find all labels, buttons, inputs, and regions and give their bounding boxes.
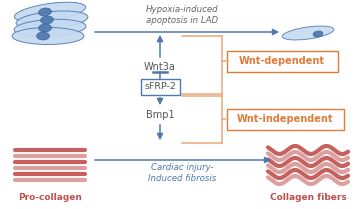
Ellipse shape [12,28,84,45]
Text: Wnt-independent: Wnt-independent [237,114,333,124]
Ellipse shape [39,24,52,32]
Ellipse shape [282,26,334,40]
Text: Pro-collagen: Pro-collagen [18,193,82,202]
Text: Cardiac injury-
Induced fibrosis: Cardiac injury- Induced fibrosis [148,163,216,183]
Ellipse shape [40,16,53,24]
Text: Collagen fibers: Collagen fibers [270,193,347,202]
Ellipse shape [14,19,86,37]
Text: Wnt-dependent: Wnt-dependent [239,56,325,66]
FancyBboxPatch shape [227,108,343,130]
Ellipse shape [39,8,52,16]
FancyBboxPatch shape [227,51,338,71]
Text: Wnt3a: Wnt3a [144,62,176,72]
Text: Bmp1: Bmp1 [146,110,174,120]
Text: sFRP-2: sFRP-2 [144,82,176,91]
Text: Hypoxia-induced
apoptosis in LAD: Hypoxia-induced apoptosis in LAD [146,5,218,25]
Ellipse shape [16,11,88,29]
Ellipse shape [14,2,86,22]
Ellipse shape [37,32,49,40]
FancyBboxPatch shape [140,79,179,94]
Ellipse shape [313,31,323,37]
